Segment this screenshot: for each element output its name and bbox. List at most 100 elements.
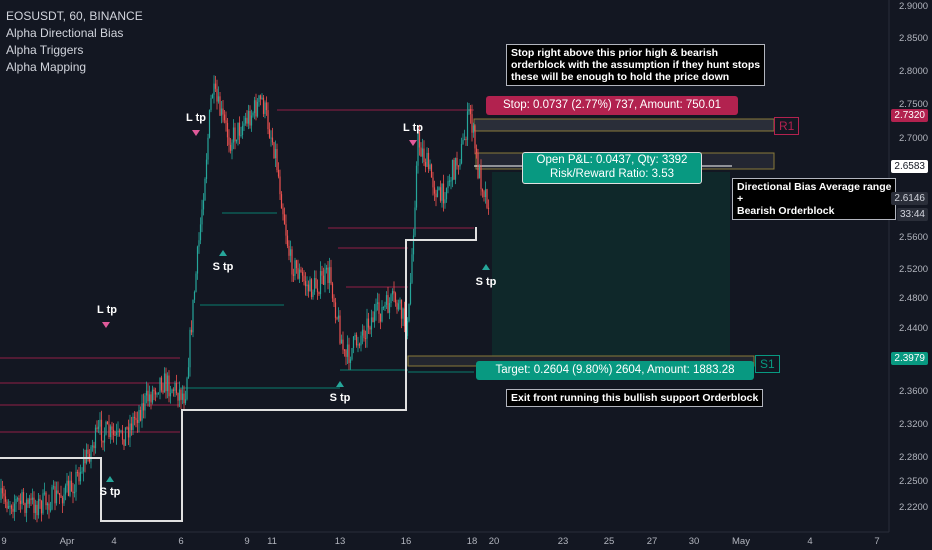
candle-body bbox=[274, 149, 277, 159]
candle-body bbox=[118, 430, 121, 432]
candle-body bbox=[388, 303, 391, 313]
time-tick-label: 4 bbox=[111, 536, 116, 547]
candle-body bbox=[49, 509, 52, 511]
bias-step-line bbox=[0, 227, 477, 522]
candle-body bbox=[414, 207, 416, 236]
candle-body bbox=[0, 488, 2, 500]
candle-body bbox=[135, 418, 137, 420]
candle-body bbox=[249, 110, 251, 126]
indicator-triggers[interactable]: Alpha Triggers bbox=[6, 43, 84, 57]
candle-body bbox=[111, 426, 113, 430]
candle-body bbox=[78, 472, 80, 482]
exit-note: Exit front running this bullish support … bbox=[506, 389, 764, 407]
long-tp-marker bbox=[192, 130, 200, 136]
candle-body bbox=[484, 189, 487, 197]
target-badge[interactable]: Target: 0.2604 (9.80%) 2604, Amount: 188… bbox=[476, 361, 754, 380]
trigger-label: S tp bbox=[213, 261, 234, 273]
candle-body bbox=[228, 137, 230, 145]
candle-body bbox=[261, 97, 263, 99]
candle-body bbox=[303, 275, 305, 282]
candle-body bbox=[232, 127, 235, 143]
candle-body bbox=[373, 311, 376, 323]
candle-body bbox=[351, 347, 353, 360]
candle-body bbox=[151, 389, 154, 403]
candle-body bbox=[426, 152, 428, 167]
candle-body bbox=[427, 152, 430, 169]
candle-body bbox=[439, 187, 442, 201]
candle-body bbox=[300, 269, 302, 273]
pnl-badge[interactable]: Open P&L: 0.0437, Qty: 3392 Risk/Reward … bbox=[522, 152, 702, 184]
candle-body bbox=[7, 506, 10, 509]
time-tick-label: Apr bbox=[60, 536, 75, 547]
candle-body bbox=[289, 249, 292, 256]
candle-body bbox=[16, 498, 19, 500]
candle-body bbox=[486, 189, 488, 208]
candle-body bbox=[483, 191, 485, 197]
indicator-directional-bias[interactable]: Alpha Directional Bias bbox=[6, 26, 124, 40]
candle-body bbox=[51, 487, 53, 510]
candle-body bbox=[171, 389, 173, 393]
candle-body bbox=[123, 439, 125, 446]
target-zone bbox=[492, 172, 730, 360]
candle-body bbox=[415, 165, 418, 208]
candle-body bbox=[327, 267, 329, 283]
candle-body bbox=[417, 131, 419, 166]
candle-body bbox=[441, 183, 443, 201]
candle-body bbox=[207, 137, 209, 160]
candle-body bbox=[201, 209, 203, 225]
candle-body bbox=[108, 424, 110, 438]
candle-body bbox=[330, 267, 332, 284]
candle-body bbox=[397, 303, 400, 310]
candle-body bbox=[367, 318, 370, 328]
candle-body bbox=[57, 490, 59, 493]
candle-body bbox=[156, 393, 158, 395]
candle-body bbox=[481, 189, 484, 192]
candle-body bbox=[159, 377, 161, 393]
candle-body bbox=[234, 127, 236, 142]
candle-body bbox=[294, 260, 296, 276]
trigger-label: S tp bbox=[476, 276, 497, 288]
time-tick-label: 9 bbox=[244, 536, 249, 547]
candle-body bbox=[460, 144, 463, 164]
candle-body bbox=[178, 389, 181, 401]
candle-body bbox=[348, 344, 350, 363]
candle-body bbox=[252, 112, 254, 116]
candle-body bbox=[478, 166, 481, 179]
candle-body bbox=[9, 505, 11, 507]
candle-body bbox=[445, 188, 448, 200]
short-tp-marker bbox=[336, 381, 344, 387]
stop-badge[interactable]: Stop: 0.0737 (2.77%) 737, Amount: 750.01 bbox=[486, 96, 738, 115]
candle-body bbox=[150, 394, 152, 403]
indicator-mapping[interactable]: Alpha Mapping bbox=[6, 60, 87, 74]
candle-body bbox=[309, 279, 311, 292]
bias-note: Directional Bias Average range + Bearish… bbox=[732, 178, 897, 220]
price-tick-label: 2.3200 bbox=[899, 419, 928, 430]
candle-body bbox=[450, 180, 452, 182]
candle-body bbox=[6, 501, 8, 509]
support-label: S1 bbox=[755, 355, 780, 373]
candle-body bbox=[354, 334, 356, 337]
time-tick-label: 6 bbox=[178, 536, 183, 547]
candle-body bbox=[31, 497, 34, 500]
candle-body bbox=[463, 139, 466, 141]
price-tick-label: 2.2500 bbox=[899, 476, 928, 487]
candle-body bbox=[100, 419, 103, 441]
candle-body bbox=[184, 399, 187, 404]
candle-body bbox=[12, 508, 14, 512]
candle-body bbox=[85, 449, 88, 464]
candle-body bbox=[37, 498, 40, 516]
candle-body bbox=[187, 367, 190, 379]
candle-body bbox=[169, 392, 172, 397]
symbol-title[interactable]: EOSUSDT, 60, BINANCE bbox=[6, 9, 143, 23]
candle-body bbox=[168, 375, 170, 397]
candle-body bbox=[444, 199, 446, 204]
time-tick-label: 11 bbox=[267, 536, 277, 547]
candle-body bbox=[214, 83, 217, 89]
candle-body bbox=[288, 245, 290, 256]
candle-body bbox=[418, 131, 421, 148]
candle-body bbox=[165, 373, 167, 392]
resistance-label: R1 bbox=[774, 117, 800, 135]
candle-body bbox=[375, 304, 377, 312]
candle-body bbox=[376, 302, 379, 305]
